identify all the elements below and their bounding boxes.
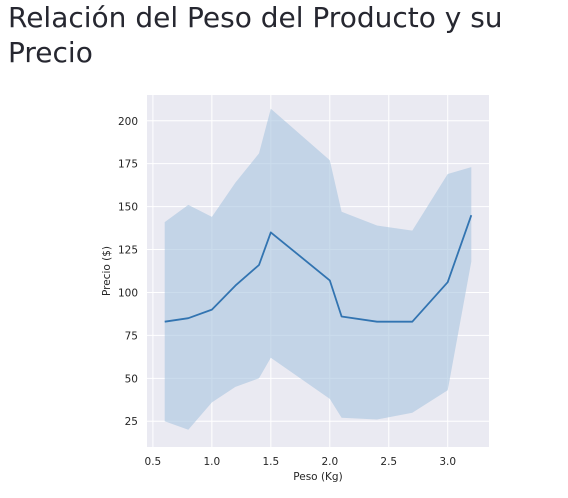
x-tick-label: 3.0 bbox=[439, 456, 456, 468]
y-tick-label: 25 bbox=[125, 416, 138, 428]
x-tick-label: 2.0 bbox=[321, 456, 338, 468]
x-tick-labels: 0.5 1.0 1.5 2.0 2.5 3.0 bbox=[145, 456, 457, 468]
y-axis-label: Precio ($) bbox=[101, 246, 113, 296]
y-tick-label: 50 bbox=[125, 373, 138, 385]
x-tick-label: 0.5 bbox=[145, 456, 162, 468]
y-tick-label: 125 bbox=[118, 245, 138, 257]
y-tick-label: 75 bbox=[125, 330, 138, 342]
y-tick-label: 150 bbox=[118, 202, 138, 214]
y-tick-labels: 25 50 75 100 125 150 175 200 bbox=[118, 116, 138, 428]
x-tick-label: 2.5 bbox=[380, 456, 397, 468]
page-title: Relación del Peso del Producto y su Prec… bbox=[8, 1, 503, 69]
x-tick-label: 1.5 bbox=[262, 456, 279, 468]
y-tick-label: 100 bbox=[118, 287, 138, 299]
confidence-band bbox=[164, 108, 472, 430]
x-tick-label: 1.0 bbox=[204, 456, 221, 468]
series-line bbox=[164, 214, 473, 323]
y-tick-label: 175 bbox=[118, 159, 138, 171]
y-tick-label: 200 bbox=[118, 116, 138, 128]
x-axis-label: Peso (Kg) bbox=[293, 471, 342, 483]
